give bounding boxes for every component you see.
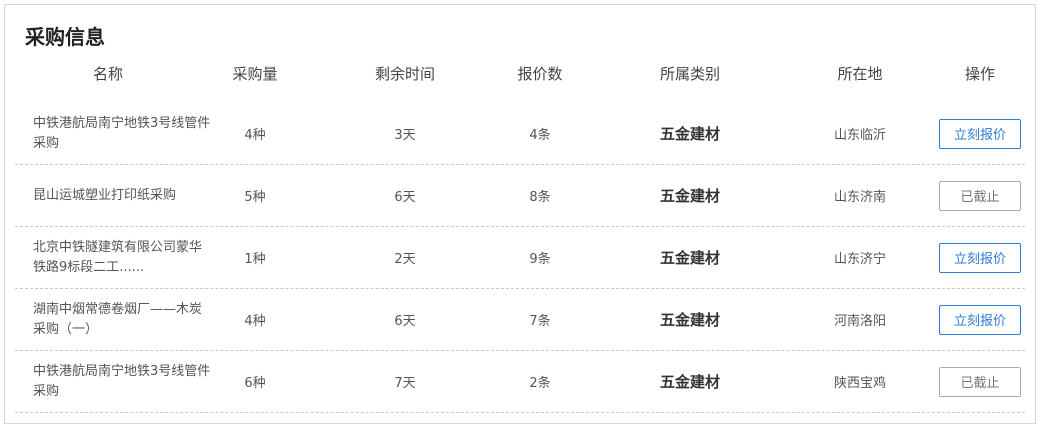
item-quote-count: 4条	[529, 128, 551, 143]
action-cell: 立刻报价	[930, 289, 1030, 350]
item-location: 山东临沂	[833, 128, 886, 143]
item-quote-count: 8条	[529, 190, 551, 205]
column-header-category: 所属类别	[659, 65, 720, 83]
item-quote-count: 7条	[529, 314, 551, 329]
table-row: 湖南中烟常德卷烟厂——木炭采购（一） 4种 6天 7条 五金建材 河南洛阳 立刻…	[15, 289, 1025, 351]
item-time-left: 6天	[394, 314, 416, 329]
item-name[interactable]: 湖南中烟常德卷烟厂——木炭采购（一）	[33, 301, 203, 337]
item-time-left: 2天	[394, 252, 416, 267]
item-qty: 6种	[244, 376, 266, 391]
column-header-action: 操作	[964, 65, 995, 83]
column-header-time: 剩余时间	[374, 65, 435, 83]
column-header-quotes: 报价数	[517, 65, 563, 83]
item-qty: 1种	[244, 252, 266, 267]
action-cell: 已截止	[930, 165, 1030, 226]
item-qty: 4种	[244, 314, 266, 329]
item-category: 五金建材	[659, 373, 720, 391]
item-location: 陕西宝鸡	[833, 376, 886, 391]
item-category: 五金建材	[659, 125, 720, 143]
table-body: 中铁港航局南宁地铁3号线管件采购 4种 3天 4条 五金建材 山东临沂 立刻报价…	[15, 103, 1025, 413]
table-row: 中铁港航局南宁地铁3号线管件采购 4种 3天 4条 五金建材 山东临沂 立刻报价	[15, 103, 1025, 165]
item-time-left: 3天	[394, 128, 416, 143]
column-header-qty: 采购量	[232, 65, 278, 83]
table-row: 中铁港航局南宁地铁3号线管件采购 6种 7天 2条 五金建材 陕西宝鸡 已截止	[15, 351, 1025, 413]
closed-button[interactable]: 已截止	[939, 180, 1021, 211]
item-name[interactable]: 昆山运城塑业打印纸采购	[33, 187, 177, 203]
item-name[interactable]: 中铁港航局南宁地铁3号线管件采购	[33, 115, 211, 151]
item-quote-count: 9条	[529, 252, 551, 267]
item-location: 山东济南	[833, 190, 886, 205]
column-header-name: 名称	[92, 65, 123, 83]
procurement-panel: 采购信息 名称 采购量 剩余时间 报价数 所属类别 所在地 操作 中铁港航局南宁…	[4, 4, 1036, 424]
item-qty: 5种	[244, 190, 266, 205]
table-header: 名称 采购量 剩余时间 报价数 所属类别 所在地 操作	[15, 63, 1025, 93]
action-cell: 已截止	[930, 351, 1030, 412]
item-category: 五金建材	[659, 187, 720, 205]
item-category: 五金建材	[659, 249, 720, 267]
table-row: 北京中铁隧建筑有限公司蒙华铁路9标段二工...... 1种 2天 9条 五金建材…	[15, 227, 1025, 289]
item-category: 五金建材	[659, 311, 720, 329]
item-time-left: 6天	[394, 190, 416, 205]
table-row: 昆山运城塑业打印纸采购 5种 6天 8条 五金建材 山东济南 已截止	[15, 165, 1025, 227]
item-location: 山东济宁	[833, 252, 886, 267]
action-cell: 立刻报价	[930, 227, 1030, 288]
quote-now-button[interactable]: 立刻报价	[939, 118, 1021, 149]
quote-now-button[interactable]: 立刻报价	[939, 304, 1021, 335]
item-qty: 4种	[244, 128, 266, 143]
quote-now-button[interactable]: 立刻报价	[939, 242, 1021, 273]
item-location: 河南洛阳	[833, 314, 886, 329]
column-header-location: 所在地	[837, 65, 883, 83]
closed-button[interactable]: 已截止	[939, 366, 1021, 397]
action-cell: 立刻报价	[930, 103, 1030, 164]
item-quote-count: 2条	[529, 376, 551, 391]
panel-title: 采购信息	[25, 25, 105, 49]
item-name[interactable]: 中铁港航局南宁地铁3号线管件采购	[33, 363, 211, 399]
item-time-left: 7天	[394, 376, 416, 391]
item-name[interactable]: 北京中铁隧建筑有限公司蒙华铁路9标段二工......	[33, 239, 203, 275]
